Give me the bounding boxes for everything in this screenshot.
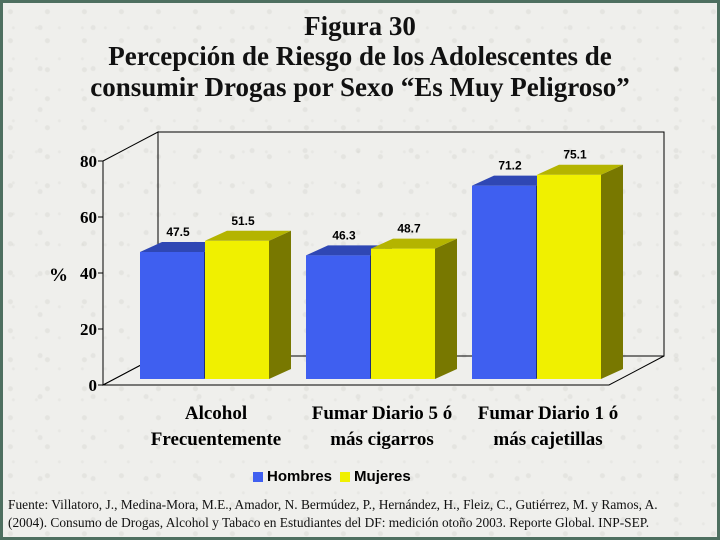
legend: Hombres Mujeres: [253, 468, 419, 485]
source-line-1: Fuente: Villatoro, J., Medina-Mora, M.E.…: [8, 497, 658, 512]
y-tick-label: 20: [80, 320, 97, 339]
bar-mujeres-top: [537, 164, 623, 175]
data-label-hombres: 46.3: [332, 228, 356, 242]
bar-hombres-front: [306, 255, 370, 379]
source-line-2: (2004). Consumo de Drogas, Alcohol y Tab…: [8, 515, 650, 530]
bar-mujeres-side: [601, 164, 623, 379]
data-label-mujeres: 75.1: [563, 148, 587, 162]
legend-item-hombres: Hombres: [253, 468, 332, 485]
floor: [102, 355, 665, 386]
bar-mujeres-side: [435, 238, 457, 379]
legend-label-mujeres: Mujeres: [354, 468, 411, 485]
bar-hombres-front: [140, 252, 204, 379]
chart-title-line-1: Percepción de Riesgo de los Adolescentes…: [108, 41, 612, 71]
y-tick-label: 60: [80, 208, 97, 227]
y-axis-label: %: [49, 265, 68, 286]
category-label: Fumar Diario 5 ó: [312, 403, 453, 424]
data-label-hombres: 71.2: [498, 159, 522, 173]
category-label: Fumar Diario 1 ó: [478, 403, 619, 424]
bar-mujeres-front: [371, 248, 435, 379]
legend-label-hombres: Hombres: [267, 468, 333, 485]
bar-hombres-front: [472, 185, 536, 379]
bar-mujeres-side: [269, 230, 291, 379]
data-label-mujeres: 51.5: [231, 214, 255, 228]
bar-mujeres-front: [537, 174, 601, 379]
data-label-mujeres: 48.7: [397, 222, 421, 236]
legend-swatch-hombres: [253, 471, 263, 482]
legend-item-mujeres: Mujeres: [340, 468, 411, 485]
bar-mujeres-top: [371, 238, 457, 249]
category-label: más cigarros: [330, 429, 434, 450]
category-label: Frecuentemente: [151, 429, 281, 450]
bar-hombres-top: [306, 245, 392, 256]
data-label-hombres: 47.5: [166, 225, 190, 239]
bar-mujeres-front: [205, 240, 269, 379]
figure-number: Figura 30: [304, 11, 416, 41]
chart-title-line-2: consumir Drogas por Sexo “Es Muy Peligro…: [90, 72, 630, 102]
y-tick-label: 80: [80, 152, 97, 171]
category-label: Alcohol: [185, 403, 247, 424]
category-label: más cajetillas: [493, 429, 602, 450]
bar-hombres-top: [472, 175, 558, 186]
legend-swatch-mujeres: [340, 471, 351, 482]
y-tick-label: 40: [80, 264, 97, 283]
source-note: Fuente: Villatoro, J., Medina-Mora, M.E.…: [8, 496, 708, 532]
slide: Figura 30 Percepción de Riesgo de los Ad…: [3, 3, 717, 537]
bar-hombres-top: [140, 242, 226, 252]
bar-mujeres-top: [205, 230, 291, 241]
bar-chart: 0 20 40 60 80% 47.5 51.5 Alcohol Frecuentemente 4…: [49, 131, 665, 450]
y-tick-label: 0: [89, 376, 98, 395]
